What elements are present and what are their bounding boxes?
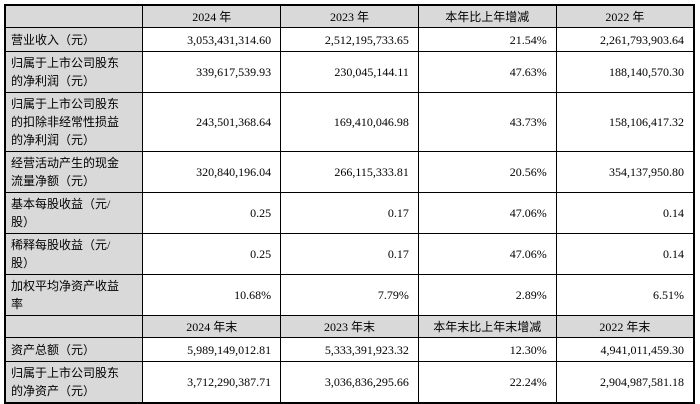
value-cell: 22.24% [417, 361, 557, 404]
value-cell: 0.25 [142, 192, 282, 234]
value-cell: 354,137,950.80 [555, 151, 695, 193]
value-cell: 0.17 [280, 192, 419, 234]
value-cell: 243,501,368.64 [142, 92, 282, 152]
table-row: 稀释每股收益（元/股） 0.25 0.17 47.06% 0.14 [4, 233, 695, 275]
value-cell: 5,333,391,923.32 [280, 337, 419, 362]
financial-report-table-region: 2024 年 2023 年本年比上年增减 2022 年营业收入（元） 3,053,43… [4, 4, 695, 404]
table-row: 资产总额（元） 5,989,149,012.81 5,333,391,923.32 1… [4, 337, 695, 362]
table-row: 经营活动产生的现金流量净额（元） 320,840,196.04 266,115,33… [4, 151, 695, 193]
value-cell: 3,053,431,314.60 [142, 27, 282, 52]
metric-label-cell: 营业收入（元） [4, 27, 144, 52]
year-header-cell: 2023 年末 [280, 315, 419, 338]
table-row: 加权平均净资产收益率 10.68% 7.79% 2.89% 6.51% [4, 274, 695, 316]
value-cell: 47.06% [417, 192, 557, 234]
table-row: 归属于上市公司股东的净利润（元） 339,617,539.93 230,045,14… [4, 51, 695, 93]
metric-label-cell: 归属于上市公司股东的扣除非经常性损益的净利润（元） [4, 92, 144, 152]
value-cell: 21.54% [417, 27, 557, 52]
financial-indicators-table: 2024 年 2023 年本年比上年增减 2022 年营业收入（元） 3,053,43… [4, 4, 695, 404]
table-header-row: 2024 年 2023 年本年比上年增减 2022 年 [4, 4, 695, 28]
metric-label-cell: 经营活动产生的现金流量净额（元） [4, 151, 144, 193]
value-cell: 6.51% [555, 274, 695, 316]
value-cell: 266,115,333.81 [280, 151, 419, 193]
value-cell: 5,989,149,012.81 [142, 337, 282, 362]
value-cell: 339,617,539.93 [142, 51, 282, 93]
value-cell: 0.14 [555, 233, 695, 275]
metric-label-cell: 基本每股收益（元/股） [4, 192, 144, 234]
value-cell: 4,941,011,459.30 [555, 337, 695, 362]
value-cell: 0.17 [280, 233, 419, 275]
year-header-cell: 2023 年 [280, 4, 419, 28]
header-spacer-cell [4, 4, 144, 28]
year-header-cell: 本年末比上年末增减 [417, 315, 557, 338]
table-row: 归属于上市公司股东的扣除非经常性损益的净利润（元） 243,501,368.64 1… [4, 92, 695, 152]
table-row: 归属于上市公司股东的净资产（元） 3,712,290,387.71 3,036,83… [4, 361, 695, 404]
value-cell: 169,410,046.98 [280, 92, 419, 152]
value-cell: 43.73% [417, 92, 557, 152]
value-cell: 0.25 [142, 233, 282, 275]
table-header-row: 2024 年末 2023 年末 本年末比上年末增减 2022 年末 [4, 315, 695, 338]
value-cell: 47.63% [417, 51, 557, 93]
year-header-cell: 2024 年末 [142, 315, 282, 338]
value-cell: 2.89% [417, 274, 557, 316]
year-header-cell: 2024 年 [142, 4, 282, 28]
table-row: 营业收入（元） 3,053,431,314.60 2,512,195,733.65 2… [4, 27, 695, 52]
value-cell: 2,904,987,581.18 [555, 361, 695, 404]
metric-label-cell: 归属于上市公司股东的净利润（元） [4, 51, 144, 93]
value-cell: 2,261,793,903.64 [555, 27, 695, 52]
metric-label-cell: 资产总额（元） [4, 337, 144, 362]
value-cell: 188,140,570.30 [555, 51, 695, 93]
header-spacer-cell [4, 315, 144, 338]
value-cell: 320,840,196.04 [142, 151, 282, 193]
value-cell: 7.79% [280, 274, 419, 316]
table-row: 基本每股收益（元/股） 0.25 0.17 47.06% 0.14 [4, 192, 695, 234]
value-cell: 12.30% [417, 337, 557, 362]
value-cell: 230,045,144.11 [280, 51, 419, 93]
value-cell: 158,106,417.32 [555, 92, 695, 152]
value-cell: 3,036,836,295.66 [280, 361, 419, 404]
metric-label-cell: 稀释每股收益（元/股） [4, 233, 144, 275]
year-header-cell: 本年比上年增减 [417, 4, 557, 28]
metric-label-cell: 归属于上市公司股东的净资产（元） [4, 361, 144, 404]
value-cell: 0.14 [555, 192, 695, 234]
year-header-cell: 2022 年末 [555, 315, 695, 338]
value-cell: 3,712,290,387.71 [142, 361, 282, 404]
year-header-cell: 2022 年 [555, 4, 695, 28]
value-cell: 10.68% [142, 274, 282, 316]
value-cell: 20.56% [417, 151, 557, 193]
value-cell: 2,512,195,733.65 [280, 27, 419, 52]
value-cell: 47.06% [417, 233, 557, 275]
metric-label-cell: 加权平均净资产收益率 [4, 274, 144, 316]
